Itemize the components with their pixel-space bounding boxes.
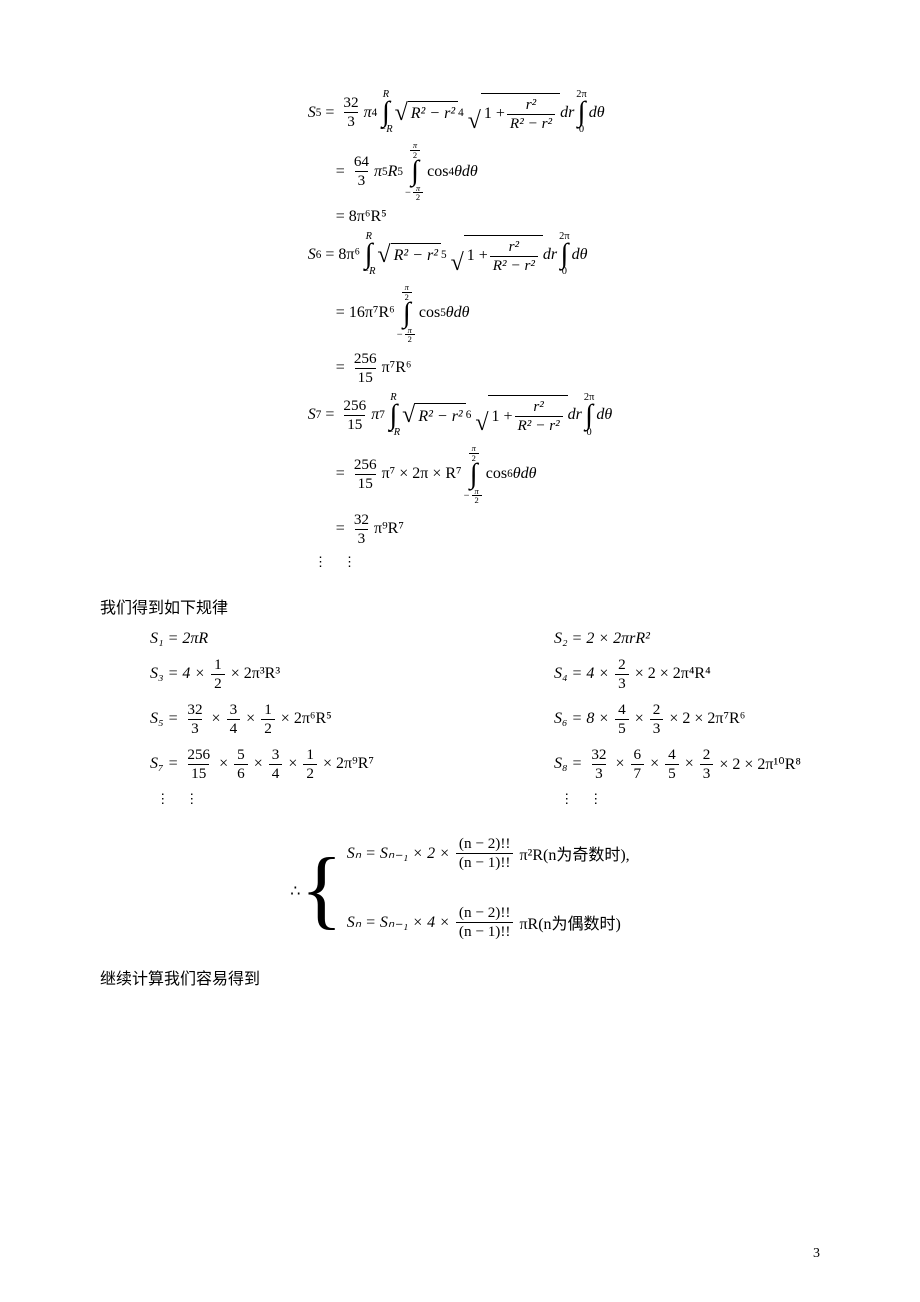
- eq-s7-line3: = 323 π⁹R⁷: [308, 511, 612, 548]
- derivation-block: S5 = 323 π4 R∫−R √R² − r²4 √1 + r²R² − r…: [100, 90, 820, 576]
- left-brace: {: [300, 853, 342, 928]
- eq-s4: S₄ = 4 × 23 × 2 × 2π⁴R⁴: [554, 656, 801, 693]
- continue-calc-text: 继续计算我们容易得到: [100, 965, 820, 989]
- eq-s7-line1: S7 = 25615 π7 R∫−R √R² − r²6 √1 + r²R² −…: [308, 393, 612, 438]
- eq-s2: S₂ = 2 × 2πrR²: [554, 630, 801, 648]
- therefore-symbol: ∴: [290, 881, 300, 901]
- eq-s5-line2: = 643 π5R5 π2∫−π2 cos4θdθ: [308, 141, 612, 202]
- eq-s6-line1: S6 = 8π⁶ R∫−R √R² − r²5 √1 + r²R² − r² d…: [308, 232, 612, 277]
- pattern-columns: S₁ = 2πR S₃ = 4 × 12 × 2π³R³ S₅ = 323 × …: [150, 630, 820, 815]
- page: S5 = 323 π4 R∫−R √R² − r²4 √1 + r²R² − r…: [0, 0, 920, 1302]
- ellipsis-markers-2: ⋮ ⋮: [156, 791, 374, 807]
- pattern-even-column: S₂ = 2 × 2πrR² S₄ = 4 × 23 × 2 × 2π⁴R⁴ S…: [554, 630, 801, 815]
- eq-s5p: S₅ = 323 × 34 × 12 × 2π⁶R⁵: [150, 701, 374, 738]
- eq-s7-line2: = 25615 π⁷ × 2π × R⁷ π2∫−π2 cos6θdθ: [308, 444, 612, 505]
- eq-s6-line2: = 16π⁷R⁶ π2∫−π2 cos5θdθ: [308, 283, 612, 344]
- eq-s8p: S₈ = 323 × 67 × 45 × 23 × 2 × 2π¹⁰R⁸: [554, 746, 801, 783]
- ellipsis-markers-1: ⋮ ⋮: [314, 554, 612, 570]
- ellipsis-markers-3: ⋮ ⋮: [560, 791, 801, 807]
- conclusion-even: Sₙ = Sₙ₋₁ × 4 × (n − 2)!!(n − 1)!! πR(n为…: [347, 904, 630, 941]
- pattern-odd-column: S₁ = 2πR S₃ = 4 × 12 × 2π³R³ S₅ = 323 × …: [150, 630, 374, 815]
- conclusion-block: ∴ { Sₙ = Sₙ₋₁ × 2 × (n − 2)!!(n − 1)!! π…: [100, 835, 820, 947]
- page-number: 3: [813, 1246, 820, 1262]
- eq-s3: S₃ = 4 × 12 × 2π³R³: [150, 656, 374, 693]
- eq-s1: S₁ = 2πR: [150, 630, 374, 648]
- eq-s6-line3: = 25615 π⁷R⁶: [308, 350, 612, 387]
- eq-s7p: S₇ = 25615 × 56 × 34 × 12 × 2π⁹R⁷: [150, 746, 374, 783]
- pattern-intro-text: 我们得到如下规律: [100, 594, 820, 618]
- eq-s5-line3: = 8π⁶R⁵: [308, 208, 612, 226]
- eq-s5-line1: S5 = 323 π4 R∫−R √R² − r²4 √1 + r²R² − r…: [308, 90, 612, 135]
- conclusion-odd: Sₙ = Sₙ₋₁ × 2 × (n − 2)!!(n − 1)!! π²R(n…: [347, 835, 630, 872]
- eq-s6p: S₆ = 8 × 45 × 23 × 2 × 2π⁷R⁶: [554, 701, 801, 738]
